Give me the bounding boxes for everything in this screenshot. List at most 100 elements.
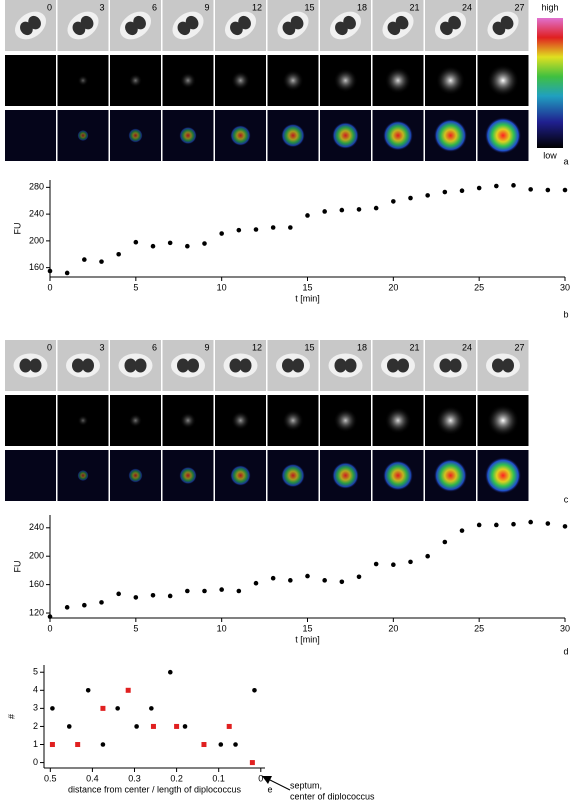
- point: [202, 588, 207, 594]
- heat-image: [5, 450, 56, 501]
- cell-body: [449, 358, 462, 373]
- point: [49, 742, 55, 748]
- frame-time: 27: [514, 342, 524, 352]
- point: [253, 580, 259, 586]
- x-tick-label: 0.2: [170, 773, 183, 783]
- point: [236, 588, 242, 594]
- y-label: FU: [12, 223, 22, 235]
- heat-image: [5, 110, 56, 161]
- point: [125, 687, 131, 693]
- x-tick-label: 0.3: [128, 773, 141, 783]
- heat-spot: [383, 460, 413, 491]
- frame-time: 15: [304, 2, 314, 12]
- y-tick-label: 120: [29, 607, 44, 617]
- heat-spot: [383, 120, 413, 151]
- frame-time: 18: [357, 2, 367, 12]
- point: [391, 562, 396, 568]
- x-tick-label: 0: [258, 773, 263, 783]
- point: [408, 559, 413, 565]
- point: [562, 187, 568, 193]
- cell-body: [239, 358, 252, 373]
- point: [167, 669, 173, 675]
- point: [408, 195, 413, 201]
- colorbar-low: low: [543, 150, 557, 160]
- frame-time: 21: [409, 2, 419, 12]
- cell-body: [344, 358, 357, 373]
- point: [545, 521, 551, 526]
- heat-spot: [332, 122, 359, 149]
- cell-body: [502, 358, 514, 373]
- heat-spot: [179, 466, 197, 485]
- cell-body: [29, 358, 42, 373]
- point: [64, 605, 70, 610]
- y-tick-label: 5: [33, 667, 38, 677]
- point: [391, 199, 396, 204]
- fluor-image: [5, 395, 56, 446]
- heat-spot: [485, 457, 521, 494]
- point: [494, 183, 499, 189]
- x-tick-label: 10: [217, 282, 227, 292]
- point: [442, 539, 448, 545]
- frame-time: 21: [409, 342, 419, 352]
- point: [149, 706, 154, 711]
- point: [494, 522, 499, 528]
- point: [459, 528, 465, 533]
- heat-spot: [77, 129, 89, 142]
- point: [373, 205, 379, 211]
- y-tick-label: 3: [33, 703, 38, 713]
- point: [511, 183, 516, 188]
- x-tick-label: 25: [474, 623, 484, 633]
- panel-letter: a: [563, 156, 568, 166]
- y-tick-label: 1: [33, 739, 38, 749]
- fluor-spot: [180, 72, 196, 89]
- panel-letter: b: [563, 309, 568, 319]
- cell-body: [133, 15, 146, 30]
- cell-body: [282, 358, 294, 373]
- x-tick-label: 20: [388, 623, 398, 633]
- arrow-head: [262, 776, 272, 784]
- fluor-spot: [333, 68, 358, 93]
- panel-letter: c: [564, 494, 569, 504]
- cell-body: [334, 358, 347, 373]
- point: [82, 257, 87, 262]
- fluor-spot: [128, 73, 143, 88]
- fluor-spot: [487, 64, 519, 97]
- point: [100, 705, 106, 711]
- point: [219, 587, 224, 592]
- cell-body: [395, 15, 409, 30]
- fluor-spot: [435, 65, 466, 96]
- x-label: t [min]: [295, 293, 320, 303]
- y-tick-label: 200: [29, 551, 44, 561]
- cell-body: [290, 15, 304, 30]
- point: [134, 724, 139, 729]
- point: [218, 742, 224, 747]
- fluor-spot: [77, 415, 89, 426]
- point: [150, 592, 156, 598]
- frame-time: 6: [152, 342, 157, 352]
- annotation: septum,: [290, 780, 322, 790]
- point: [182, 724, 188, 729]
- y-tick-label: 160: [29, 579, 44, 589]
- point: [174, 723, 180, 729]
- point: [219, 231, 224, 236]
- point: [322, 578, 327, 583]
- point: [75, 742, 81, 748]
- x-tick-label: 5: [133, 623, 138, 633]
- cell-body: [343, 15, 356, 30]
- fluor-spot: [77, 75, 89, 86]
- point: [425, 193, 430, 198]
- y-label: #: [6, 714, 16, 719]
- fluor-spot: [384, 407, 412, 434]
- heat-spot: [128, 468, 143, 483]
- fluor-image: [5, 55, 56, 106]
- point: [47, 268, 53, 274]
- x-tick-label: 30: [560, 623, 570, 633]
- point: [373, 561, 379, 567]
- point: [167, 240, 173, 246]
- y-tick-label: 240: [29, 522, 44, 532]
- point: [116, 251, 121, 257]
- cell-body: [397, 358, 409, 373]
- heat-spot: [128, 128, 143, 143]
- point: [99, 600, 104, 605]
- point: [185, 588, 190, 594]
